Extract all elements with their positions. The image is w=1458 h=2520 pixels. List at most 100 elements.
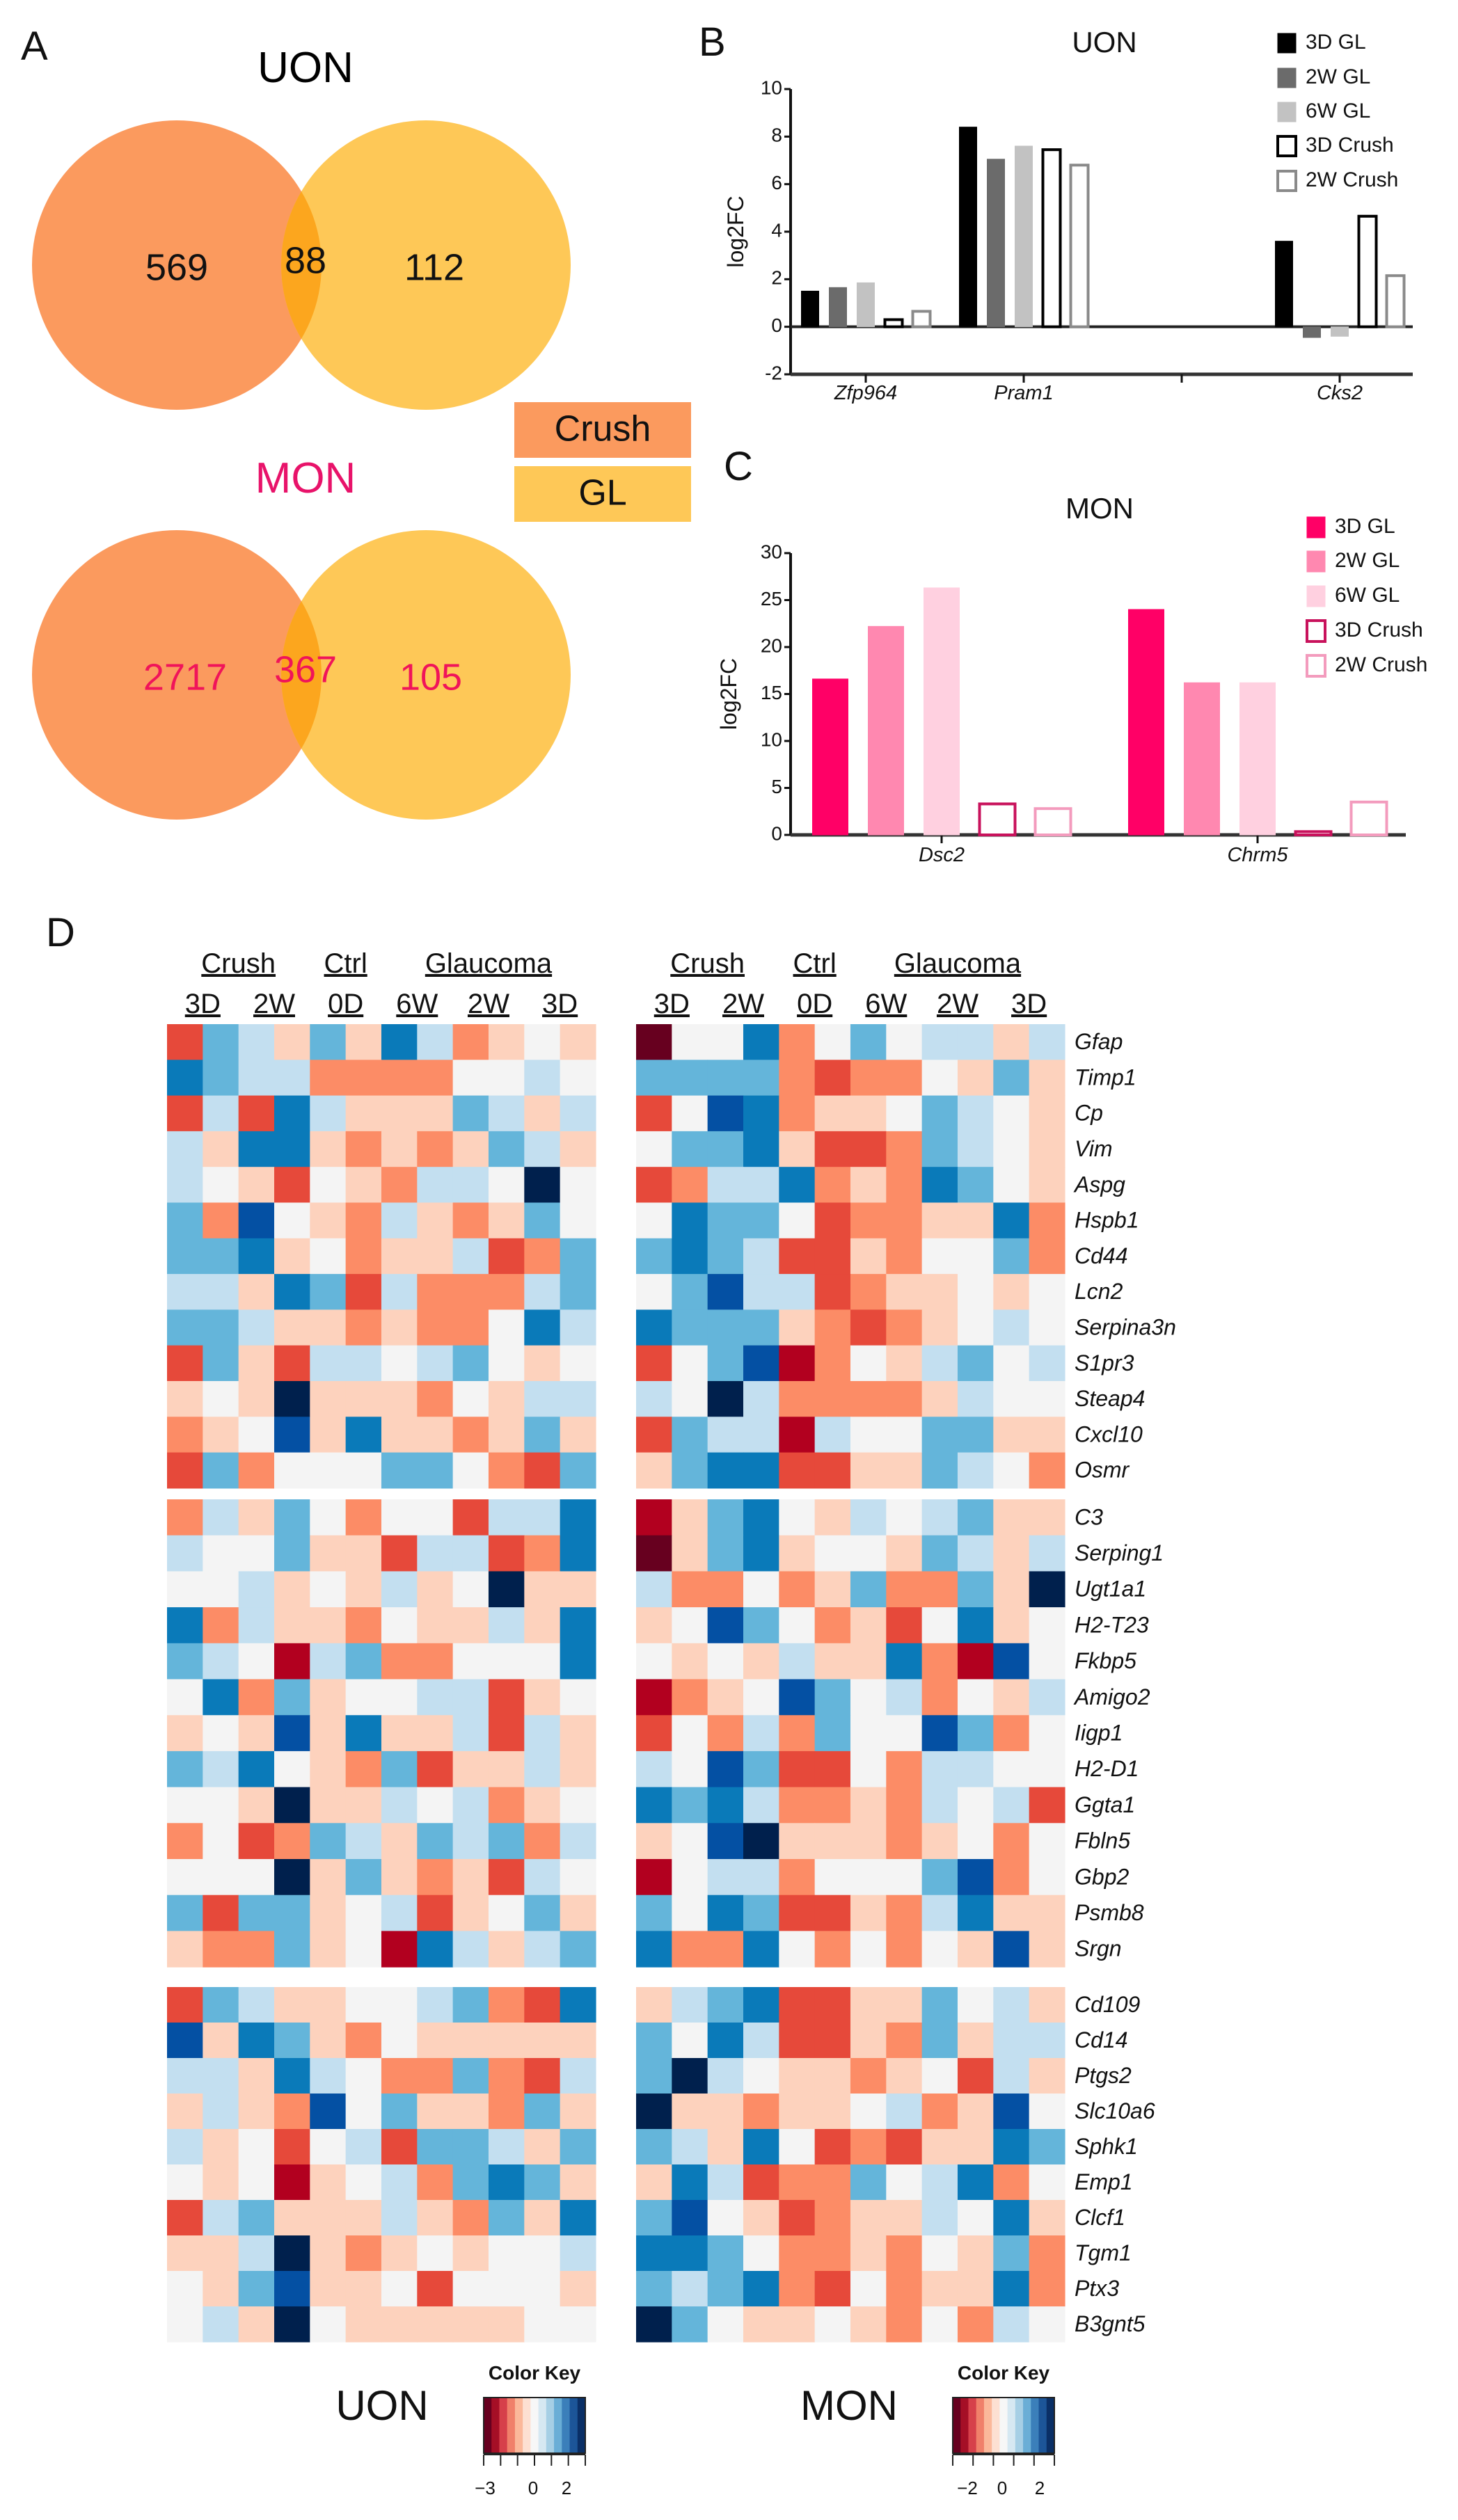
group-header: Ctrl: [324, 948, 367, 979]
heatmap-cell: [310, 1679, 347, 1716]
color-key-band: [983, 2398, 992, 2453]
heatmap-mon: Crush Ctrl Glaucoma 3D 2W 0D 6W 2W 3D MON Color Ke…: [636, 948, 1065, 2498]
heatmap-cell: [707, 1823, 744, 1860]
heatmap-cell: [417, 1823, 454, 1860]
heatmap-cell: [167, 1987, 203, 2023]
heatmap-cell: [850, 2058, 887, 2094]
heatmap-cell: [814, 2023, 851, 2059]
heatmap-cell: [274, 2271, 310, 2307]
heatmap-cell: [850, 1452, 887, 1489]
heatmap-cell: [636, 1238, 672, 1275]
heatmap-cell: [707, 1417, 744, 1453]
heatmap-cell: [560, 1751, 596, 1788]
heatmap-cell: [1029, 2306, 1065, 2343]
color-key-band: [546, 2398, 555, 2453]
time-header: 0D: [328, 989, 363, 1019]
gene-label: Srgn: [1075, 1936, 1122, 1961]
heatmap-cell: [993, 1679, 1030, 1716]
heatmap-cell: [452, 1987, 489, 2023]
heatmap-cell: [707, 2058, 744, 2094]
legend-label: 3D GL: [1306, 31, 1366, 54]
heatmap-cell: [345, 1381, 382, 1417]
heatmap-cell: [238, 1095, 275, 1132]
heatmap-cell: [488, 2094, 525, 2130]
heatmap-cell: [779, 2200, 816, 2236]
color-key-band: [514, 2398, 523, 2453]
heatmap-cell: [636, 1823, 672, 1860]
y-tick-label: -2: [765, 362, 782, 383]
heatmap-cell: [814, 1452, 851, 1489]
heatmap-cell: [452, 1859, 489, 1896]
heatmap-cell: [886, 1859, 923, 1896]
heatmap-title: UON: [335, 2382, 428, 2429]
heatmap-cell: [381, 1715, 418, 1752]
heatmap-cell: [993, 1238, 1030, 1275]
heatmap-cell: [636, 2094, 672, 2130]
heatmap-cell: [707, 1060, 744, 1096]
heatmap-cell: [672, 2164, 708, 2201]
heatmap-cell: [417, 2129, 454, 2165]
heatmap-cell: [560, 1202, 596, 1239]
heatmap-cell: [381, 1417, 418, 1453]
heatmap-cell: [345, 1535, 382, 1572]
heatmap-cell: [993, 1381, 1030, 1417]
heatmap-cell: [310, 1751, 347, 1788]
heatmap-cell: [707, 1643, 744, 1680]
heatmap-cell: [452, 1202, 489, 1239]
heatmap-cell: [779, 1417, 816, 1453]
color-key-band: [999, 2398, 1008, 2453]
heatmap-cell: [1029, 1751, 1065, 1788]
heatmap-cell: [957, 1238, 994, 1275]
heatmap-cell: [850, 2271, 887, 2307]
heatmap-cell: [417, 1131, 454, 1167]
legend-swatch: [1276, 170, 1297, 192]
heatmap-cell: [1029, 1931, 1065, 1968]
heatmap-cell: [957, 1345, 994, 1382]
heatmap-cell: [417, 2058, 454, 2094]
gene-label: Ptgs2: [1075, 2063, 1132, 2088]
heatmap-cell: [707, 1987, 744, 2023]
gene-label: Vim: [1075, 1136, 1113, 1161]
heatmap-cell: [636, 1931, 672, 1968]
heatmap-cell: [488, 1309, 525, 1346]
heatmap-cell: [921, 1643, 958, 1680]
heatmap-cell: [779, 2129, 816, 2165]
heatmap-cell: [310, 1715, 347, 1752]
heatmap-cell: [886, 1823, 923, 1860]
x-tick-label: Chrm5: [1227, 844, 1288, 866]
gene-label: Cp: [1075, 1101, 1103, 1126]
heatmap-cell: [743, 1859, 779, 1896]
gene-label: Tgm1: [1075, 2240, 1132, 2265]
heatmap-cell: [203, 2023, 239, 2059]
heatmap-cell: [488, 1238, 525, 1275]
heatmap-cell: [417, 1309, 454, 1346]
heatmap-cell: [921, 1823, 958, 1860]
heatmap-cell: [814, 1274, 851, 1310]
heatmap-cell: [886, 1535, 923, 1572]
heatmap-cell: [452, 2023, 489, 2059]
y-tick-label: 10: [761, 728, 782, 750]
heatmap-cell: [707, 2129, 744, 2165]
heatmap-cell: [452, 1452, 489, 1489]
heatmap-cell: [417, 2094, 454, 2130]
heatmap-cell: [560, 1535, 596, 1572]
heatmap-cell: [488, 1452, 525, 1489]
heatmap-cell: [167, 1024, 203, 1060]
heatmap-cell: [488, 1751, 525, 1788]
heatmap-cell: [814, 1417, 851, 1453]
heatmap-cell: [417, 1715, 454, 1752]
heatmap-cell: [167, 1417, 203, 1453]
heatmap-cell: [921, 1202, 958, 1239]
heatmap-cell: [921, 2058, 958, 2094]
heatmap-cell: [488, 1381, 525, 1417]
color-key-band: [1031, 2398, 1040, 2453]
heatmap-cell: [743, 1381, 779, 1417]
heatmap-cell: [672, 1535, 708, 1572]
heatmap-cell: [993, 1987, 1030, 2023]
heatmap-cell: [417, 1859, 454, 1896]
heatmap-cell: [381, 1751, 418, 1788]
heatmap-cell: [167, 1309, 203, 1346]
heatmap-cell: [672, 2129, 708, 2165]
gene-label: Psmb8: [1075, 1900, 1144, 1925]
heatmap-cell: [417, 1535, 454, 1572]
